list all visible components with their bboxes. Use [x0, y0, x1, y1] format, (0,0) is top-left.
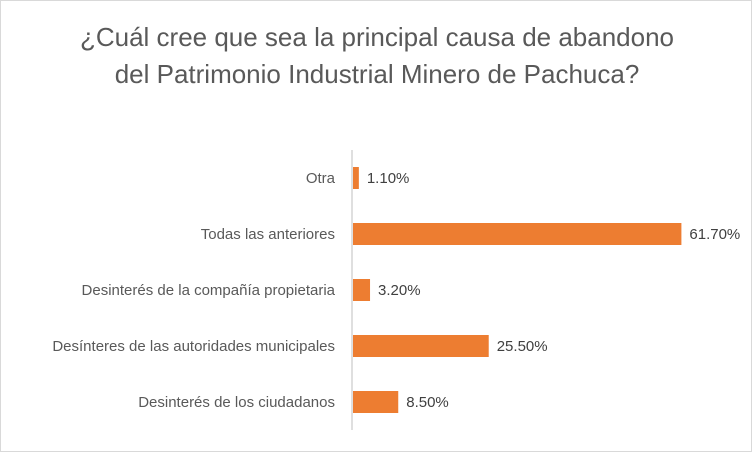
- bar: [353, 391, 399, 413]
- category-label: Desinterés de los ciudadanos: [138, 394, 335, 411]
- bar: [353, 223, 682, 245]
- category-label: Todas las anteriores: [201, 226, 335, 243]
- bar: [353, 279, 371, 301]
- category-label: Desínteres de las autoridades municipale…: [52, 338, 335, 355]
- data-label: 61.70%: [689, 226, 740, 243]
- chart-title: ¿Cuál cree que sea la principal causa de…: [79, 22, 675, 89]
- category-label: Desinterés de la compañía propietaria: [82, 282, 336, 299]
- bar: [353, 167, 359, 189]
- category-label: Otra: [306, 170, 336, 187]
- data-label: 8.50%: [406, 394, 449, 411]
- data-label: 3.20%: [378, 282, 421, 299]
- data-label: 1.10%: [367, 170, 410, 187]
- data-label: 25.50%: [497, 338, 548, 355]
- bar: [353, 335, 489, 357]
